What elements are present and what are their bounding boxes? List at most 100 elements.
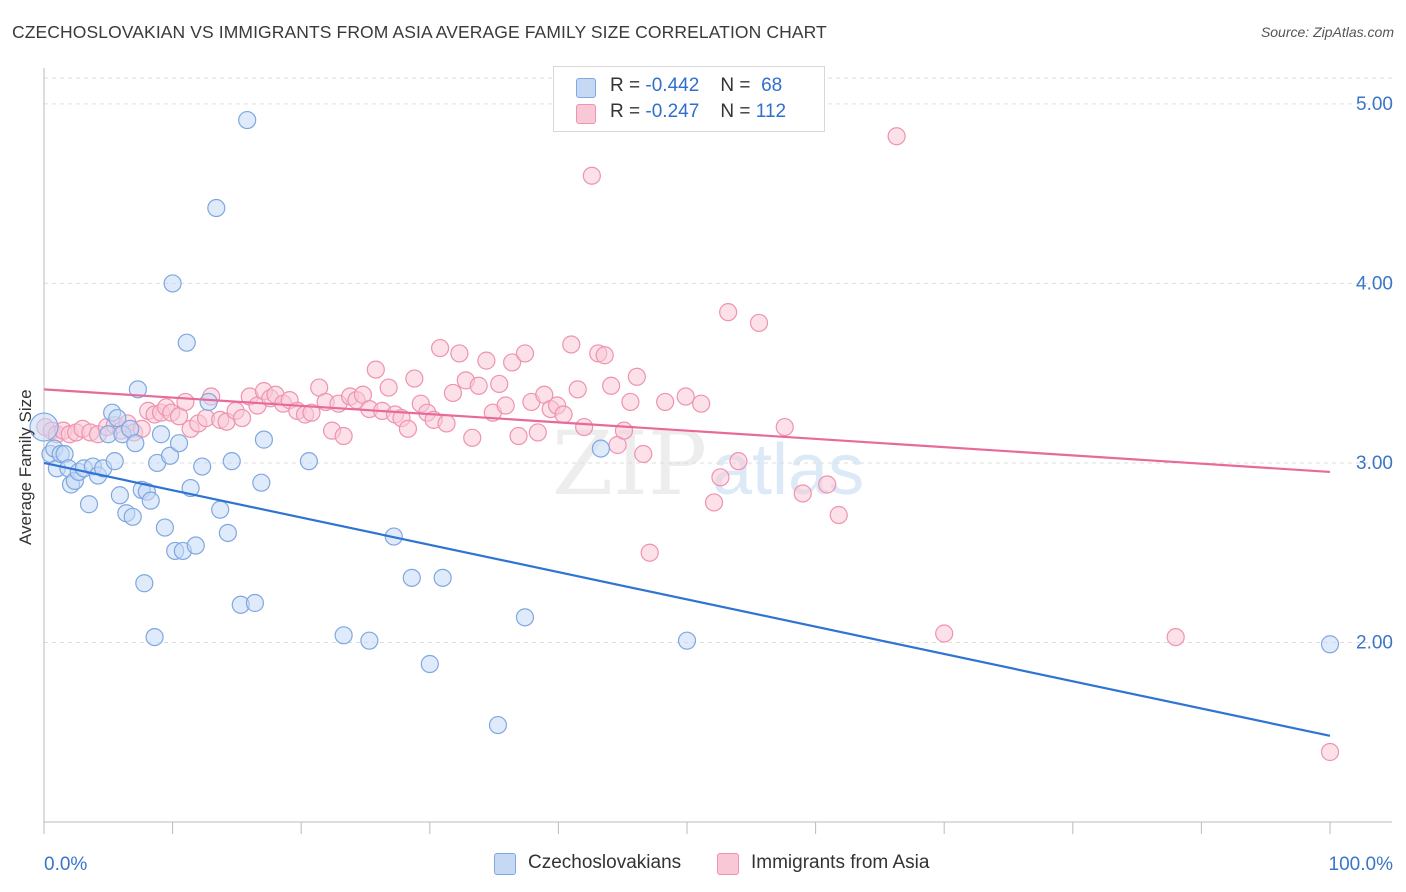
gridlines	[44, 77, 1392, 643]
data-point-immigrants-from-asia	[562, 335, 581, 354]
data-point-czechoslovakians	[211, 500, 230, 519]
data-point-immigrants-from-asia	[528, 423, 547, 442]
data-point-immigrants-from-asia	[719, 303, 738, 322]
data-point-immigrants-from-asia	[503, 353, 522, 372]
r-label: R =	[610, 75, 641, 96]
data-point-immigrants-from-asia	[614, 421, 634, 440]
pink-swatch	[717, 853, 739, 875]
data-point-immigrants-from-asia	[818, 475, 837, 494]
data-point-immigrants-from-asia	[582, 166, 601, 185]
data-point-czechoslovakians	[145, 627, 164, 647]
y-tick-label: 4.00	[1356, 273, 1393, 294]
data-point-czechoslovakians	[199, 392, 218, 412]
n-label: N =	[720, 101, 751, 122]
data-point-immigrants-from-asia	[515, 344, 535, 363]
r-value: -0.442	[645, 75, 700, 96]
data-point-czechoslovakians	[151, 425, 171, 444]
data-point-immigrants-from-asia	[793, 484, 812, 503]
data-point-czechoslovakians	[299, 452, 319, 471]
data-point-immigrants-from-asia	[749, 313, 769, 333]
trend-line-czechoslovakians	[43, 461, 1331, 737]
chart-title: CZECHOSLOVAKIAN VS IMMIGRANTS FROM ASIA …	[12, 22, 827, 42]
stats-legend: R = -0.442 N = 68 R = -0.247 N = 112	[553, 66, 825, 132]
data-point-immigrants-from-asia	[1166, 627, 1185, 647]
data-point-czechoslovakians	[207, 198, 226, 218]
data-point-czechoslovakians	[677, 631, 697, 650]
y-tick-label: 5.00	[1356, 94, 1393, 115]
series-czechoslovakians	[29, 110, 1340, 735]
data-point-czechoslovakians	[110, 486, 129, 505]
data-point-immigrants-from-asia	[887, 127, 906, 146]
trend-lines	[43, 388, 1331, 737]
data-point-immigrants-from-asia	[575, 417, 594, 437]
data-point-immigrants-from-asia	[463, 428, 482, 447]
data-point-immigrants-from-asia	[469, 376, 488, 395]
data-point-czechoslovakians	[163, 274, 182, 293]
data-point-immigrants-from-asia	[775, 417, 794, 437]
x-tick-label: 100.0%	[1329, 854, 1394, 875]
series-immigrants-from-asia	[36, 127, 1340, 762]
data-point-immigrants-from-asia	[621, 392, 640, 412]
data-point-immigrants-from-asia	[430, 338, 450, 358]
data-point-czechoslovakians	[488, 715, 508, 735]
data-point-czechoslovakians	[169, 434, 189, 453]
data-point-czechoslovakians	[186, 536, 205, 555]
r-label: R =	[610, 101, 641, 122]
data-point-czechoslovakians	[222, 452, 241, 471]
data-point-immigrants-from-asia	[302, 403, 321, 422]
data-point-czechoslovakians	[245, 593, 265, 613]
y-axis-label: Average Family Size	[16, 389, 35, 545]
data-point-czechoslovakians	[128, 380, 147, 399]
data-point-czechoslovakians	[254, 430, 274, 449]
data-point-immigrants-from-asia	[729, 452, 748, 471]
data-point-immigrants-from-asia	[366, 360, 385, 379]
data-point-immigrants-from-asia	[554, 405, 573, 424]
data-point-czechoslovakians	[193, 457, 212, 476]
data-point-czechoslovakians	[135, 574, 154, 593]
data-point-czechoslovakians	[238, 110, 257, 130]
data-point-immigrants-from-asia	[509, 426, 528, 446]
data-point-immigrants-from-asia	[450, 344, 469, 363]
watermark-atlas: atlas	[712, 430, 864, 510]
data-point-immigrants-from-asia	[176, 392, 195, 412]
data-point-immigrants-from-asia	[656, 392, 675, 412]
data-point-immigrants-from-asia	[595, 346, 614, 365]
data-point-czechoslovakians	[515, 608, 535, 627]
data-point-immigrants-from-asia	[379, 378, 398, 397]
data-point-czechoslovakians	[433, 568, 452, 587]
data-point-immigrants-from-asia	[477, 351, 496, 370]
data-point-czechoslovakians	[334, 626, 353, 645]
data-point-immigrants-from-asia	[640, 543, 659, 562]
data-point-czechoslovakians	[360, 631, 379, 650]
data-point-czechoslovakians	[177, 333, 196, 352]
data-point-czechoslovakians	[591, 439, 610, 458]
data-point-immigrants-from-asia	[935, 624, 954, 643]
data-point-czechoslovakians	[108, 408, 127, 428]
data-point-immigrants-from-asia	[405, 369, 424, 388]
axes	[43, 68, 1392, 834]
data-point-immigrants-from-asia	[398, 419, 418, 438]
y-tick-label: 3.00	[1356, 453, 1393, 474]
data-point-immigrants-from-asia	[634, 444, 653, 464]
source-label: Source: ZipAtlas.com	[1260, 24, 1394, 40]
data-point-czechoslovakians	[160, 446, 180, 465]
x-tick-label: 0.0%	[44, 854, 87, 875]
data-point-immigrants-from-asia	[443, 383, 463, 403]
r-value: -0.247	[645, 101, 700, 122]
data-point-immigrants-from-asia	[711, 468, 730, 487]
data-point-immigrants-from-asia	[692, 394, 711, 413]
n-value: 68	[761, 75, 783, 96]
pink-swatch	[576, 104, 596, 124]
data-point-czechoslovakians	[155, 518, 174, 537]
data-point-czechoslovakians	[402, 568, 421, 587]
data-point-immigrants-from-asia	[704, 493, 724, 512]
data-point-czechoslovakians	[1320, 635, 1340, 654]
n-value: 112	[755, 101, 787, 122]
data-point-immigrants-from-asia	[437, 414, 456, 433]
data-point-czechoslovakians	[141, 491, 160, 510]
blue-swatch	[576, 78, 596, 98]
data-point-immigrants-from-asia	[676, 387, 695, 406]
legend-label: Immigrants from Asia	[751, 852, 930, 873]
y-tick-label: 2.00	[1356, 632, 1393, 653]
